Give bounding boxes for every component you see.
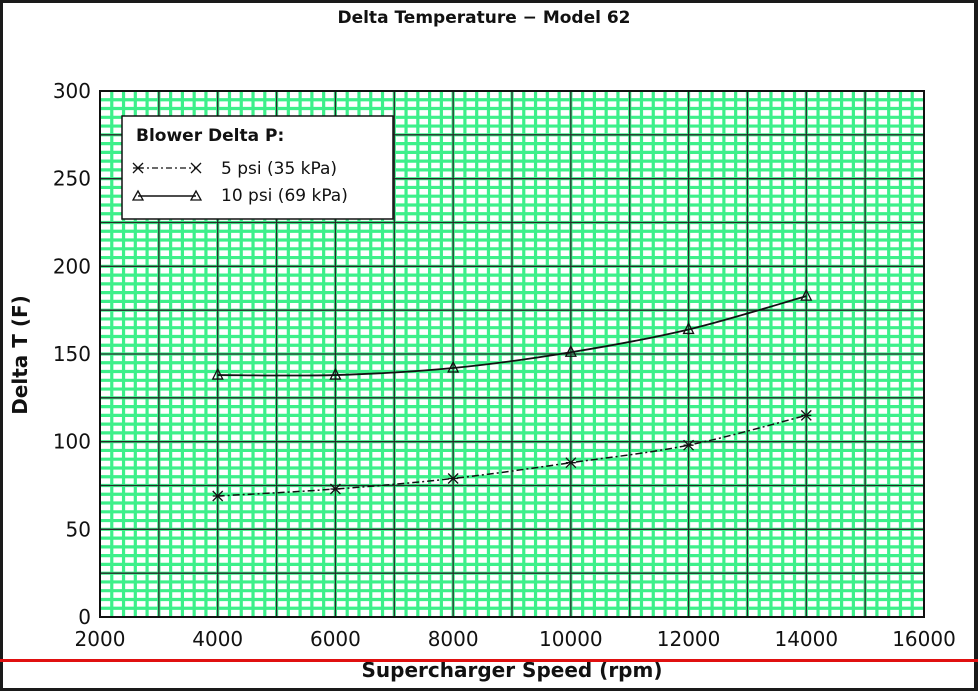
data-point-x (447, 473, 459, 484)
x-tick-label: 12000 (657, 627, 721, 651)
x-tick-label: 14000 (774, 627, 838, 651)
legend-entry-5psi: 5 psi (35 kPa) (132, 159, 337, 179)
y-tick-label: 0 (78, 605, 91, 629)
legend-entry-10psi: 10 psi (69 kPa) (131, 186, 348, 206)
y-tick-label: 300 (53, 79, 91, 103)
data-point-triangle (682, 321, 695, 335)
x-tick-label: 10000 (539, 627, 603, 651)
data-point-triangle (564, 344, 577, 357)
data-point-x (683, 439, 695, 451)
legend-marker-x (190, 162, 202, 174)
legend-label-10psi: 10 psi (69 kPa) (221, 186, 348, 206)
y-tick-label: 250 (53, 167, 91, 191)
data-point-x (329, 483, 341, 495)
x-tick-label: 2000 (75, 627, 126, 651)
x-tick-labels: 2000 4000 6000 8000 10000 12000 14000 16000 (75, 627, 956, 651)
chart-title: Delta Temperature − Model 62 (337, 8, 630, 28)
x-tick-label: 16000 (892, 627, 956, 651)
legend-title: Blower Delta P: (136, 126, 284, 146)
data-point-x (212, 490, 224, 502)
y-tick-labels: 0 50 100 150 200 250 300 (53, 79, 91, 629)
legend: Blower Delta P: 5 psi (35 kPa) 10 psi (6… (121, 115, 394, 220)
y-tick-label: 100 (53, 430, 91, 454)
data-point-triangle (447, 360, 460, 373)
data-point-triangle (800, 288, 813, 301)
data-point-triangle (329, 367, 342, 380)
y-tick-label: 50 (66, 517, 91, 541)
legend-marker-x (132, 162, 144, 174)
y-tick-label: 150 (53, 342, 91, 366)
x-tick-label: 4000 (192, 627, 243, 651)
legend-marker-triangle (189, 189, 203, 201)
y-axis-label: Delta T (F) (8, 295, 32, 415)
video-progress-bar[interactable] (0, 659, 978, 662)
legend-box (121, 115, 394, 220)
data-point-x (800, 409, 812, 421)
x-tick-label: 6000 (310, 627, 361, 651)
data-point-triangle (211, 367, 224, 380)
x-axis-label: Supercharger Speed (rpm) (362, 658, 663, 682)
series-line-1 (217, 295, 807, 377)
series-line-0 (217, 414, 807, 497)
legend-marker-triangle (131, 189, 145, 201)
plot-border (99, 90, 925, 618)
series-layer (211, 288, 813, 502)
y-tick-label: 200 (53, 254, 91, 278)
legend-label-5psi: 5 psi (35 kPa) (221, 159, 337, 179)
x-tick-label: 8000 (428, 627, 479, 651)
data-point-x (565, 457, 577, 469)
